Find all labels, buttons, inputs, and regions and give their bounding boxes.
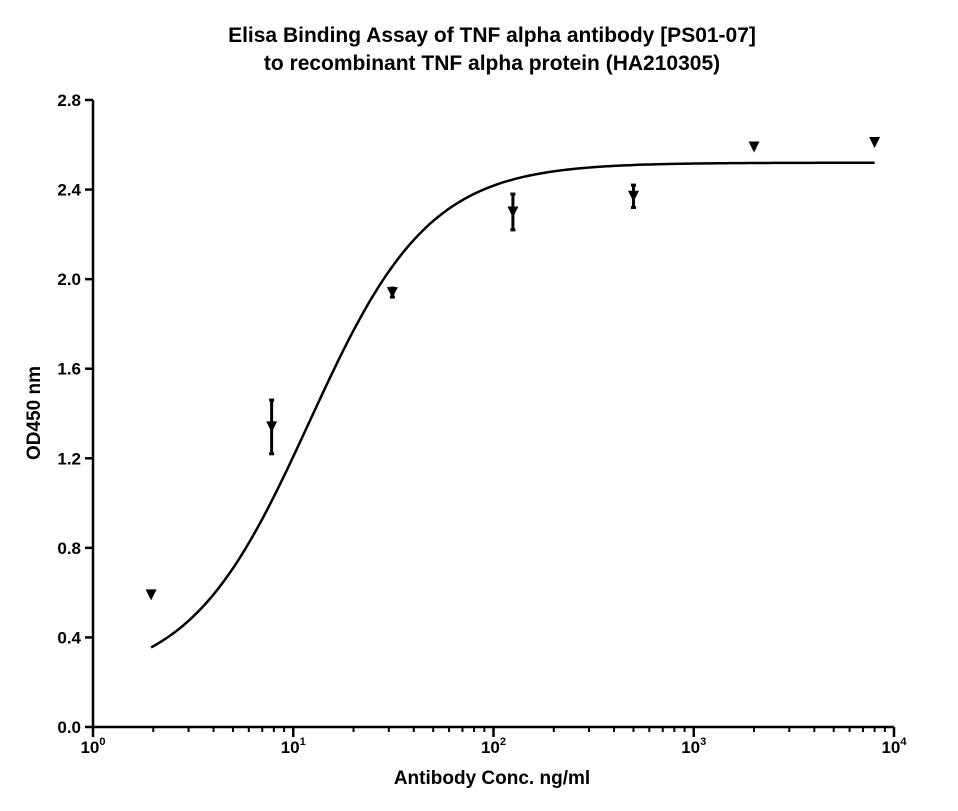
y-tick-label: 2.4 (57, 181, 81, 200)
x-ticks: 100 101 102 103 104 (80, 727, 907, 757)
x-tick-label: 100 (80, 736, 105, 757)
data-point (266, 421, 278, 433)
x-tick-base: 10 (281, 738, 300, 757)
x-axis-label: Antibody Conc. ng/ml (394, 768, 590, 789)
data-point (386, 287, 398, 299)
data-point (507, 206, 519, 218)
x-tick-label: 102 (481, 736, 506, 757)
fit-curve (150, 161, 875, 649)
y-tick-label: 1.6 (57, 360, 81, 379)
x-tick-exponent: 3 (700, 736, 706, 748)
data-point (627, 190, 639, 202)
x-tick-base: 10 (881, 738, 900, 757)
x-tick-exponent: 1 (300, 736, 306, 748)
x-tick-base: 10 (80, 738, 99, 757)
chart-subtitle: to recombinant TNF alpha protein (HA2103… (264, 52, 720, 75)
x-tick-base: 10 (481, 738, 500, 757)
x-tick-label: 101 (281, 736, 306, 757)
data-points (145, 137, 881, 601)
axes (91, 100, 894, 729)
x-tick-label: 103 (681, 736, 706, 757)
y-tick-label: 1.2 (57, 449, 81, 468)
x-tick-base: 10 (681, 738, 700, 757)
y-tick-label: 0.0 (57, 718, 81, 737)
x-tick-exponent: 4 (900, 736, 907, 748)
y-tick-label: 0.8 (57, 539, 81, 558)
chart-title: Elisa Binding Assay of TNF alpha antibod… (228, 24, 756, 47)
y-tick-label: 0.4 (57, 628, 81, 647)
x-tick-exponent: 0 (99, 736, 105, 748)
x-tick-exponent: 2 (500, 736, 506, 748)
y-tick-label: 2.8 (57, 91, 81, 110)
y-ticks: 0.0 0.4 0.8 1.2 1.6 2.0 2.4 2.8 (57, 91, 93, 737)
y-tick-label: 2.0 (57, 270, 81, 289)
y-axis-label: OD450 nm (24, 366, 45, 460)
data-point (145, 589, 157, 601)
data-point (748, 141, 760, 153)
data-point (869, 137, 881, 149)
x-tick-label: 104 (881, 736, 907, 757)
